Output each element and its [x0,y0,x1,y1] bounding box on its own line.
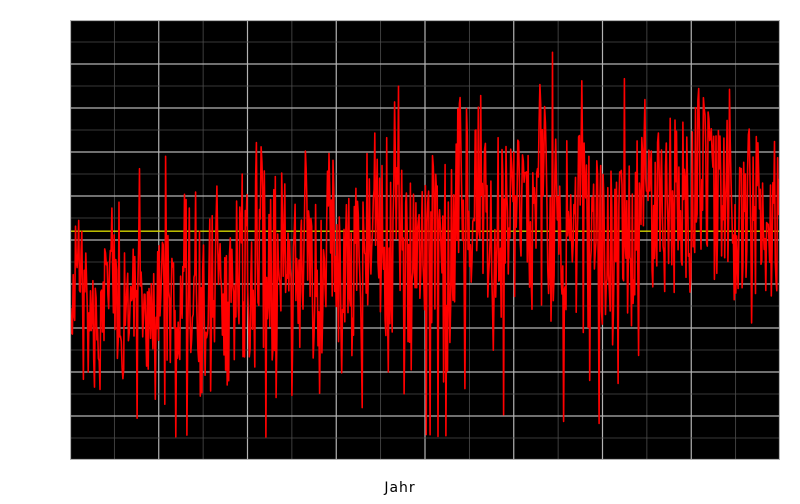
plot-area [70,20,780,460]
x-axis-label: Jahr [384,480,415,496]
plot-svg [70,20,780,460]
chart-container: Differenz in Sekunden Jahr [0,0,800,504]
